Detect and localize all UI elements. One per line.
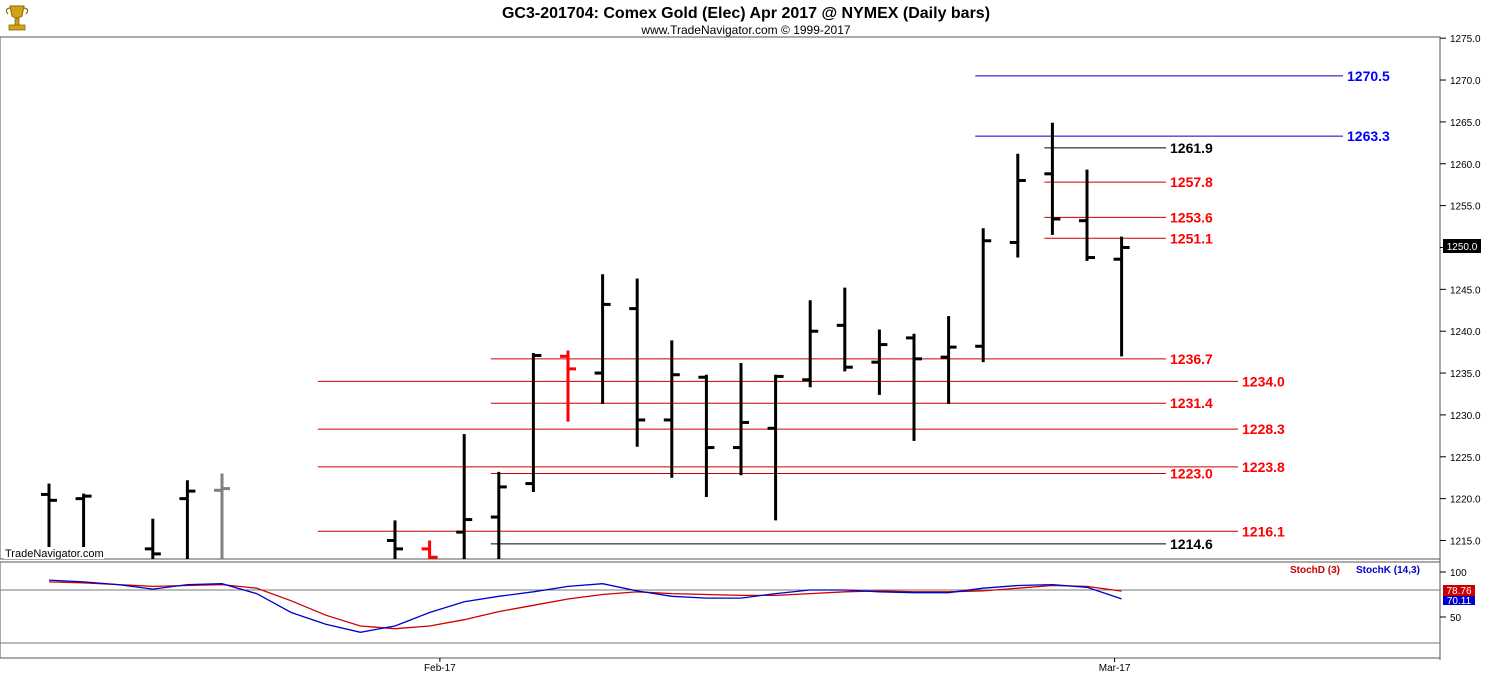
price-tick-label: 1265.0 <box>1450 118 1481 129</box>
ohlc-bar <box>1079 169 1095 261</box>
price-tick-label: 1270.0 <box>1450 76 1481 87</box>
price-tick-label: 1260.0 <box>1450 160 1481 171</box>
level-label: 1223.8 <box>1242 459 1285 475</box>
level-label: 1223.0 <box>1170 466 1213 482</box>
ohlc-bar <box>1009 153 1026 258</box>
ohlc-bar <box>802 300 819 388</box>
watermark-text: TradeNavigator.com <box>5 548 104 560</box>
ohlc-bar <box>41 483 57 559</box>
current-price-badge: 1250.0 <box>1443 239 1481 253</box>
price-tick-label: 1255.0 <box>1450 202 1481 213</box>
stoch-k-line <box>48 579 1122 633</box>
chart-title: GC3-201704: Comex Gold (Elec) Apr 2017 @… <box>502 5 990 22</box>
ohlc-bar <box>525 352 542 492</box>
ohlc-bar <box>490 471 507 559</box>
level-label: 1231.4 <box>1170 395 1213 411</box>
stoch-k-last-value: 70.11 <box>1447 596 1472 607</box>
stoch-d-value-badge: 78.76 <box>1443 585 1475 597</box>
ohlc-bar <box>456 434 473 559</box>
oscillator-legend: StochD (3) StochK (14,3) <box>1290 565 1420 576</box>
level-label: 1251.1 <box>1170 230 1213 246</box>
level-label: 1263.3 <box>1347 128 1390 144</box>
date-tick-label: Mar-17 <box>1099 663 1131 674</box>
stoch-k-value-badge: 70.11 <box>1443 596 1475 607</box>
stoch-k-badge-bg <box>1443 596 1475 605</box>
level-label: 1261.9 <box>1170 140 1213 156</box>
ohlc-bar <box>767 374 784 521</box>
level-label: 1216.1 <box>1242 523 1285 539</box>
oscillator-axis: 100 50 <box>1440 568 1467 624</box>
level-label: 1234.0 <box>1242 373 1285 389</box>
price-tick-label: 1220.0 <box>1450 495 1481 506</box>
osc-tick-label: 100 <box>1450 568 1467 579</box>
date-tick-label: Feb-17 <box>424 663 456 674</box>
legend-stoch-d: StochD (3) <box>1290 565 1340 576</box>
oscillator-panel-frame <box>0 561 1441 659</box>
price-tick-label: 1230.0 <box>1450 411 1481 422</box>
level-label: 1257.8 <box>1170 174 1213 190</box>
ohlc-bar <box>560 350 576 422</box>
price-tick-label: 1240.0 <box>1450 327 1481 338</box>
price-tick-label: 1235.0 <box>1450 369 1481 380</box>
price-axis: 1275.0 1270.0 1265.0 1260.0 1255.0 1250.0 1245… <box>1440 34 1481 548</box>
ohlc-bar <box>214 473 230 559</box>
ohlc-bar <box>179 480 196 559</box>
ohlc-bar <box>698 374 715 497</box>
ohlc-bar <box>629 278 646 447</box>
ohlc-bar <box>144 518 161 559</box>
ohlc-bar <box>594 274 611 405</box>
level-label: 1270.5 <box>1347 68 1390 84</box>
stoch-d-last-value: 78.76 <box>1446 586 1471 597</box>
ohlc-bar <box>1044 122 1061 235</box>
current-price-label: 1250.0 <box>1447 242 1478 253</box>
legend-stoch-k: StochK (14,3) <box>1356 565 1420 576</box>
ohlc-bar <box>421 540 438 559</box>
levels-layer: 1270.5 1263.3 1261.9 1257.8 1253.6 1251.1 1236… <box>317 68 1390 552</box>
ohlc-bar <box>940 316 957 405</box>
level-label: 1236.7 <box>1170 351 1213 367</box>
date-axis: Feb-17 Mar-17 <box>424 658 1131 674</box>
stoch-d-badge-bg <box>1443 585 1475 596</box>
ohlc-bar <box>663 340 680 478</box>
price-tick-label: 1245.0 <box>1450 285 1481 296</box>
oscillator-layer <box>0 579 1440 644</box>
current-price-badge-bg <box>1443 239 1481 253</box>
ohlc-bar <box>975 228 992 363</box>
copyright-text: www.TradeNavigator.com © 1999-2017 <box>640 23 850 37</box>
ohlc-bar <box>1113 236 1130 357</box>
gold-cup-logo-icon <box>5 5 29 31</box>
price-tick-label: 1275.0 <box>1450 34 1481 45</box>
ohlc-bar <box>871 329 888 395</box>
level-label: 1228.3 <box>1242 421 1285 437</box>
price-tick-label: 1225.0 <box>1450 453 1481 464</box>
bars-layer <box>41 122 1130 559</box>
price-tick-label: 1215.0 <box>1450 537 1481 548</box>
ohlc-bar <box>906 333 922 441</box>
watermark-bg <box>4 547 104 559</box>
ohlc-bar <box>387 520 403 559</box>
level-label: 1214.6 <box>1170 536 1213 552</box>
ohlc-bar <box>733 363 749 476</box>
osc-tick-label: 50 <box>1450 613 1462 624</box>
level-label: 1253.6 <box>1170 209 1213 225</box>
ohlc-bar <box>836 287 853 372</box>
